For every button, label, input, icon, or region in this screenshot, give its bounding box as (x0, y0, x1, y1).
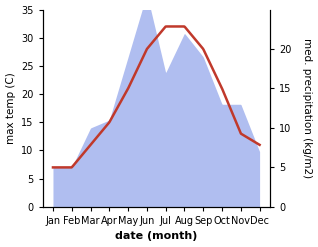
Y-axis label: max temp (C): max temp (C) (5, 72, 16, 144)
Y-axis label: med. precipitation (kg/m2): med. precipitation (kg/m2) (302, 38, 313, 178)
X-axis label: date (month): date (month) (115, 231, 197, 242)
